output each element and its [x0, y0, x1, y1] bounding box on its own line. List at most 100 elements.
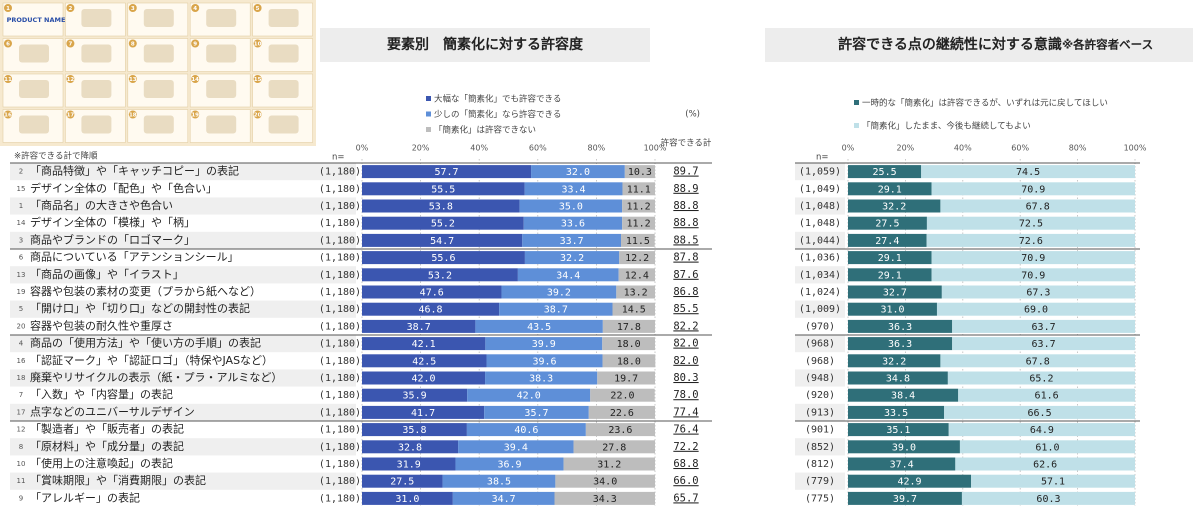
bar-segment: [362, 354, 487, 368]
row-band: [795, 231, 845, 249]
n-label: (1,180): [319, 476, 361, 487]
value-label: 53.2: [428, 270, 452, 281]
bar-segment: [944, 405, 1135, 419]
bar-segment: [848, 285, 942, 299]
bar-segment: [362, 165, 532, 179]
n-header: n=: [332, 153, 345, 163]
value-label: 32.2: [882, 356, 906, 367]
n-label: (1,180): [319, 442, 361, 453]
n-label: (1,034): [799, 270, 841, 281]
row-label: 「製造者」や「販売者」の表記: [30, 422, 184, 436]
bar-segment: [467, 388, 591, 402]
thumbnail-image: [268, 80, 299, 98]
value-label: 22.0: [610, 391, 634, 402]
bar-segment: [848, 354, 941, 368]
thumbnail-badge: [191, 39, 200, 48]
total-label: 68.8: [673, 458, 698, 470]
row-label: 商品の「使用方法」や「使い方の手順」の表記: [30, 336, 261, 350]
total-label: 66.0: [673, 475, 698, 487]
thumbnail-image: [206, 44, 237, 63]
total-label: 82.2: [673, 320, 698, 332]
total-label: 88.5: [673, 234, 698, 246]
thumbnail-logo: PRODUCT NAME: [7, 16, 66, 24]
n-label: (1,044): [799, 235, 841, 246]
total-label: 85.5: [673, 303, 698, 315]
bar-segment: [848, 216, 927, 230]
total-label: 80.3: [673, 372, 698, 384]
bar-segment: [931, 182, 1135, 196]
bar-segment: [948, 423, 1135, 437]
item-number: 1: [19, 202, 23, 210]
thumbnail-number: 7: [68, 42, 72, 48]
thumbnail-number: 11: [4, 77, 12, 83]
value-label: 29.1: [878, 184, 902, 195]
bar-segment: [958, 388, 1135, 402]
n-label: (1,180): [319, 304, 361, 315]
value-label: 36.9: [497, 460, 521, 471]
thumbnail-image: [206, 115, 237, 134]
bar-segment: [485, 337, 603, 351]
n-label: (1,180): [319, 218, 361, 229]
value-label: 41.7: [411, 408, 435, 419]
bar-segment: [442, 474, 556, 488]
thumbnail-image: [143, 9, 174, 27]
value-label: 27.8: [602, 442, 626, 453]
thumbnail-number: 19: [191, 113, 199, 119]
value-label: 70.9: [1021, 270, 1045, 281]
value-label: 38.7: [544, 305, 568, 316]
thumbnail-badge: [128, 4, 137, 12]
value-label: 34.7: [492, 494, 516, 505]
thumbnail-badge: [66, 110, 75, 119]
legend-swatch: [854, 123, 859, 128]
row-band: [795, 438, 845, 456]
value-label: 35.1: [886, 425, 910, 436]
bar-segment: [362, 388, 468, 402]
item-number: 7: [19, 391, 23, 399]
row-label: 点字などのユニバーサルデザイン: [30, 404, 195, 418]
x-tick-label: 0%: [842, 144, 855, 153]
value-label: 65.2: [1029, 374, 1053, 385]
n-label: (1,180): [319, 407, 361, 418]
item-number: 14: [17, 219, 26, 227]
bar-segment: [362, 216, 524, 230]
bar-segment: [971, 474, 1135, 488]
row-label: 「認証マーク」や「認証ロゴ」（特保やJASなど）: [30, 353, 273, 367]
bar-segment: [926, 233, 1135, 247]
bar-segment: [848, 337, 953, 351]
title-box: [765, 28, 1193, 62]
row-band: [795, 300, 845, 318]
value-label: 53.8: [429, 202, 453, 213]
value-label: 72.5: [1019, 219, 1043, 230]
total-label: 82.0: [673, 355, 698, 367]
value-label: 33.4: [561, 184, 585, 195]
value-label: 42.1: [412, 339, 436, 350]
value-label: 42.5: [412, 356, 436, 367]
value-label: 22.6: [610, 408, 634, 419]
n-label: (1,180): [319, 167, 361, 178]
value-label: 40.6: [514, 425, 538, 436]
total-label: 88.8: [673, 217, 698, 229]
n-label: (1,180): [319, 425, 361, 436]
bar-segment: [616, 285, 655, 299]
thumbnail-number: 20: [254, 113, 262, 119]
bar-segment: [602, 319, 655, 333]
n-label: (968): [805, 339, 835, 350]
bar-segment: [523, 216, 623, 230]
x-tick-label: 80%: [588, 144, 606, 153]
total-label: 77.4: [673, 406, 698, 418]
bar-segment: [947, 371, 1135, 385]
total-label: 87.8: [673, 252, 698, 264]
value-label: 33.5: [884, 408, 908, 419]
item-number: 17: [17, 408, 26, 416]
value-label: 46.8: [419, 305, 443, 316]
value-label: 27.5: [390, 477, 414, 488]
value-label: 31.0: [880, 305, 904, 316]
bar-segment: [955, 457, 1135, 471]
row-label: デザイン全体の「配色」や「色合い」: [30, 181, 217, 195]
n-label: (1,180): [319, 270, 361, 281]
chart-subtitle: ※各許容者ベース: [1062, 38, 1153, 52]
value-label: 72.6: [1019, 236, 1043, 247]
thumbnail-image: [206, 80, 237, 98]
value-label: 70.9: [1021, 253, 1045, 264]
value-label: 38.7: [407, 322, 431, 333]
